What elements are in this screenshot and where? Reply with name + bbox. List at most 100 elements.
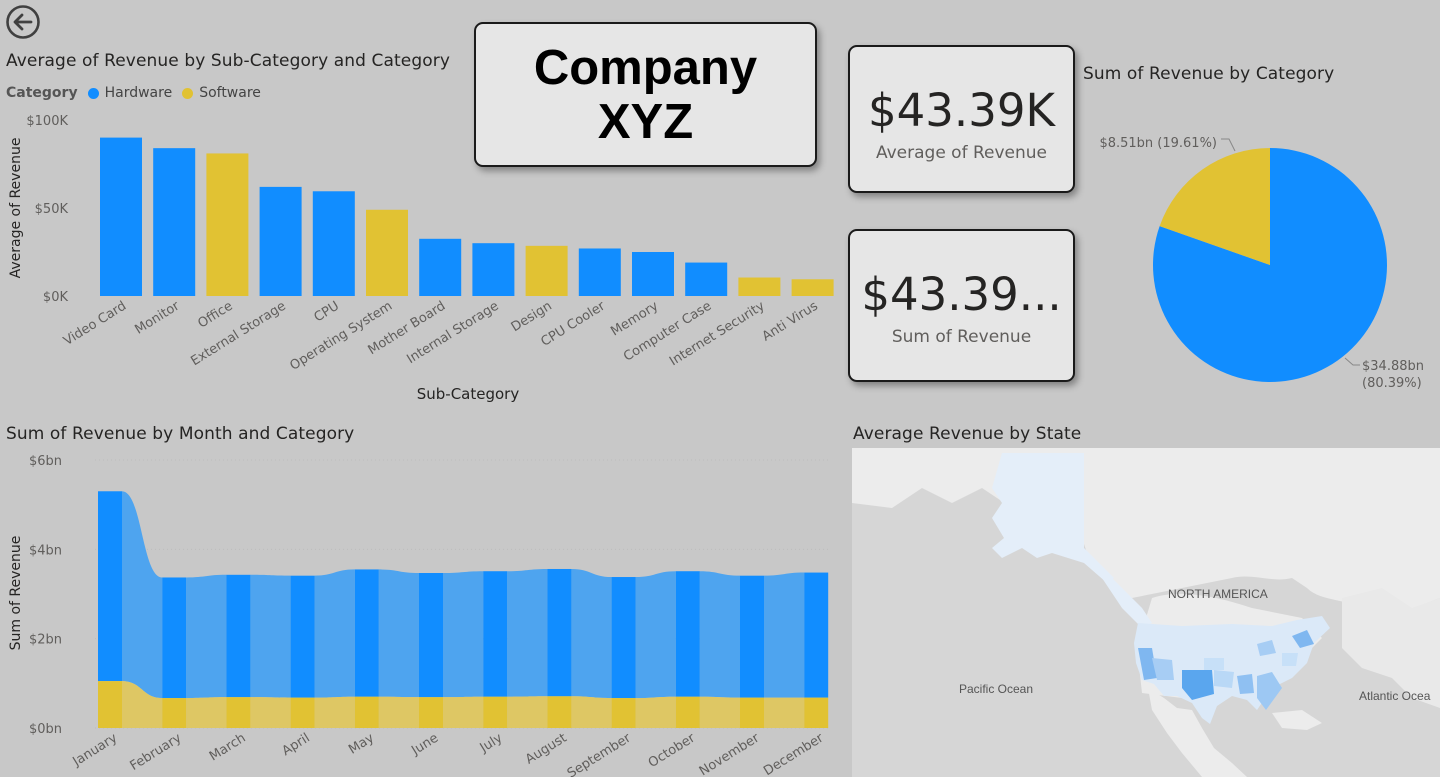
bar	[100, 137, 142, 296]
kpi-sum-revenue-card[interactable]: $43.39... Sum of Revenue	[848, 229, 1075, 382]
software-ribbon	[507, 696, 548, 728]
legend-software-marker	[182, 87, 194, 99]
software-ribbon	[764, 697, 805, 728]
legend-hardware-marker	[87, 87, 99, 99]
x-tick-label: June	[408, 731, 441, 759]
x-tick-label: August	[523, 731, 570, 768]
bar	[525, 245, 568, 296]
pie-label-software: $8.51bn (19.61%)	[1099, 136, 1217, 151]
bar	[206, 153, 249, 296]
kpi-average-revenue-label: Average of Revenue	[875, 143, 1048, 163]
pie-leader-line	[1344, 357, 1360, 366]
y-tick-label: $50K	[35, 202, 69, 217]
pie-chart[interactable]: $8.51bn (19.61%) $34.88bn (80.39%)	[1090, 120, 1440, 400]
x-tick-label: Internet Security	[667, 299, 768, 370]
pie-label-hardware: $34.88bn	[1362, 359, 1424, 374]
software-column	[162, 698, 187, 728]
software-ribbon	[250, 697, 291, 728]
software-column	[740, 697, 764, 728]
kpi-sum-revenue-value: $43.39...	[861, 268, 1062, 321]
x-tick-label: Internal Storage	[404, 299, 501, 367]
hardware-column	[290, 575, 315, 698]
kpi-average-revenue-card[interactable]: $43.39K Average of Revenue	[848, 45, 1075, 193]
hardware-column	[354, 569, 379, 697]
x-tick-label: January	[70, 731, 121, 771]
x-tick-label: Video Card	[61, 299, 129, 349]
hardware-ribbon	[443, 571, 484, 698]
hardware-ribbon	[186, 574, 227, 699]
x-tick-label: Anti Virus	[760, 299, 821, 345]
map-label-north-america: NORTH AMERICA	[1168, 587, 1268, 601]
x-tick-label: December	[761, 730, 827, 777]
software-ribbon	[314, 696, 355, 728]
bar-chart-legend: Category Hardware Software	[6, 85, 261, 101]
software-ribbon	[571, 696, 612, 728]
software-ribbon	[635, 696, 676, 728]
legend-software-label[interactable]: Software	[199, 85, 261, 101]
hardware-column	[162, 577, 187, 699]
software-column	[483, 696, 508, 728]
bar	[738, 277, 781, 296]
bar	[366, 209, 408, 296]
software-column	[226, 697, 251, 728]
bar	[312, 191, 355, 296]
software-ribbon	[186, 697, 227, 728]
hardware-ribbon	[571, 568, 612, 699]
legend-hardware-label[interactable]: Hardware	[104, 85, 173, 101]
x-tick-label: October	[646, 730, 699, 771]
software-column	[354, 696, 379, 728]
hardware-column	[226, 574, 251, 698]
hardware-ribbon	[507, 568, 548, 697]
back-arrow-icon[interactable]	[5, 4, 41, 40]
hardware-ribbon	[764, 572, 805, 698]
pie-slice	[1159, 148, 1270, 265]
x-tick-label: Monitor	[132, 298, 182, 337]
map-label-atlantic: Atlantic Ocea	[1359, 689, 1431, 703]
map-title: Average Revenue by State	[853, 424, 1082, 444]
x-tick-label: Office	[195, 299, 235, 332]
bar	[791, 279, 834, 296]
software-column	[547, 696, 572, 728]
pie-leader-line	[1221, 138, 1236, 152]
hardware-ribbon	[635, 571, 676, 699]
pie-label-hardware-pct: (80.39%)	[1362, 376, 1422, 391]
x-tick-label: July	[477, 731, 506, 757]
software-column	[675, 696, 700, 728]
hardware-ribbon	[122, 491, 163, 699]
x-tick-label: March	[207, 731, 249, 765]
hardware-ribbon	[378, 569, 419, 698]
software-ribbon	[699, 696, 740, 728]
software-ribbon	[443, 696, 484, 728]
map-background	[852, 448, 1440, 777]
software-ribbon	[378, 696, 419, 728]
software-ribbon	[122, 681, 163, 728]
x-tick-label: External Storage	[188, 299, 288, 369]
bar	[153, 148, 196, 296]
software-column	[98, 681, 122, 728]
hardware-column	[419, 573, 443, 698]
y-tick-label: $2bn	[29, 633, 62, 648]
y-tick-label: $6bn	[29, 454, 62, 469]
hardware-ribbon	[699, 571, 740, 698]
y-tick-label: $100K	[26, 114, 68, 129]
hardware-column	[611, 577, 636, 699]
hardware-column	[483, 571, 508, 697]
x-axis-label: Sub-Category	[417, 385, 520, 403]
hardware-column	[740, 575, 764, 698]
x-tick-label: April	[280, 731, 313, 759]
bar	[578, 248, 621, 296]
x-tick-label: May	[346, 731, 377, 758]
bar	[685, 262, 728, 296]
company-name: Company XYZ	[533, 40, 758, 149]
bar	[259, 186, 302, 296]
y-axis-label: Sum of Revenue	[8, 536, 24, 651]
y-tick-label: $0bn	[29, 722, 62, 737]
area-chart[interactable]: $0bn $2bn $4bn $6bn Sum of Revenue January Feb…	[0, 445, 845, 777]
state-map[interactable]: NORTH AMERICA Pacific Ocean Atlantic Oce…	[852, 448, 1440, 777]
x-tick-label: February	[128, 731, 185, 774]
bar	[632, 252, 674, 296]
x-tick-label: CPU	[312, 299, 342, 326]
hardware-column	[804, 572, 829, 698]
software-column	[290, 697, 315, 728]
